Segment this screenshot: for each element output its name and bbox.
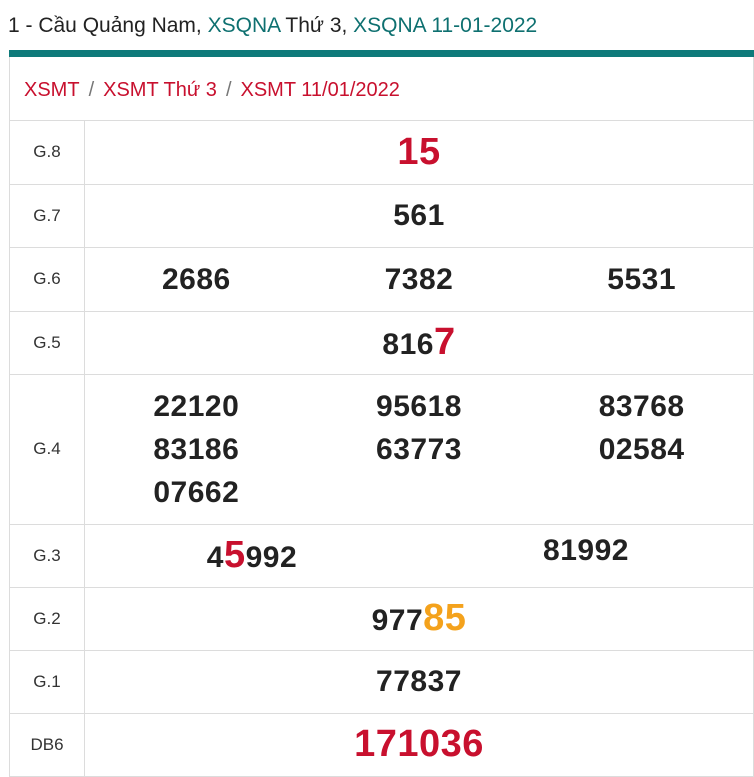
prize-number: 8167 [382, 321, 455, 363]
prize-number: 07662 [153, 475, 240, 509]
prize-number: 45992 [85, 534, 419, 577]
breadcrumb-xsmt-date[interactable]: XSMT 11/01/2022 [240, 79, 400, 101]
xsqna-date-link[interactable]: XSQNA 11-01-2022 [353, 14, 538, 37]
prize-label: G.5 [10, 311, 85, 375]
number-part: 4 [206, 541, 224, 574]
prize-label: G.6 [10, 247, 85, 312]
accent-bar [9, 50, 754, 57]
prize-number: 95618 [376, 389, 462, 423]
number-part: 992 [245, 541, 298, 574]
title-middle: Thứ 3, [279, 14, 354, 37]
prize-number: 2686 [161, 262, 231, 296]
results-table: G.8 15 G.7 561 G.6 2686 7382 5531 G.5 81… [10, 121, 753, 777]
prize-row-db: DB6 171036 [10, 713, 753, 777]
prize-number: 561 [393, 198, 445, 232]
results-panel: XSMT / XSMT Thứ 3 / XSMT 11/01/2022 G.8 15 G… [9, 57, 754, 777]
prize-label: G.7 [10, 184, 85, 248]
prize-row-g7: G.7 561 [10, 184, 753, 248]
prize-row-g6: G.6 2686 7382 5531 [10, 247, 753, 312]
prize-number: 81992 [543, 534, 629, 567]
prize-number: 02584 [598, 432, 685, 466]
prize-number: 15 [397, 130, 441, 173]
prize-row-g8: G.8 15 [10, 121, 753, 185]
special-prize-number: 171036 [354, 723, 484, 765]
prize-row-g2: G.2 97785 [10, 587, 753, 651]
prize-label: G.2 [10, 587, 85, 651]
prize-number: 97785 [371, 597, 467, 639]
breadcrumb-xsmt-thu3[interactable]: XSMT Thứ 3 [103, 79, 217, 101]
number-part: 816 [382, 328, 434, 361]
page-title: 1 - Cầu Quảng Nam, XSQNA Thứ 3, XSQNA 11… [0, 0, 754, 50]
number-highlight: 85 [423, 597, 467, 639]
xsqna-link[interactable]: XSQNA [207, 14, 280, 37]
prize-number: 5531 [607, 262, 677, 296]
prize-number: 22120 [153, 389, 240, 423]
prize-number: 83768 [598, 389, 685, 423]
prize-row-g1: G.1 77837 [10, 650, 753, 714]
prize-number: 83186 [153, 432, 240, 466]
prize-label: G.4 [10, 374, 85, 525]
breadcrumb-separator: / [88, 79, 95, 101]
prize-number: 7382 [384, 262, 454, 296]
number-highlight: 5 [223, 534, 246, 576]
breadcrumb-xsmt[interactable]: XSMT [24, 79, 80, 101]
breadcrumb-separator: / [225, 79, 232, 101]
prize-label: G.3 [10, 524, 85, 588]
prize-number: 63773 [376, 432, 462, 466]
prize-row-g4: G.4 22120 95618 83768 83186 63773 02584 … [10, 374, 753, 525]
number-highlight: 7 [433, 321, 456, 363]
prize-row-g5: G.5 8167 [10, 311, 753, 375]
prize-label: DB6 [10, 713, 85, 777]
prize-label: G.1 [10, 650, 85, 714]
prize-label: G.8 [10, 121, 85, 185]
prize-number: 77837 [376, 664, 462, 698]
title-prefix: 1 - Cầu Quảng Nam, [8, 14, 208, 37]
number-part: 977 [371, 604, 424, 637]
prize-row-g3: G.3 45992 81992 [10, 524, 753, 588]
breadcrumb: XSMT / XSMT Thứ 3 / XSMT 11/01/2022 [10, 57, 753, 121]
